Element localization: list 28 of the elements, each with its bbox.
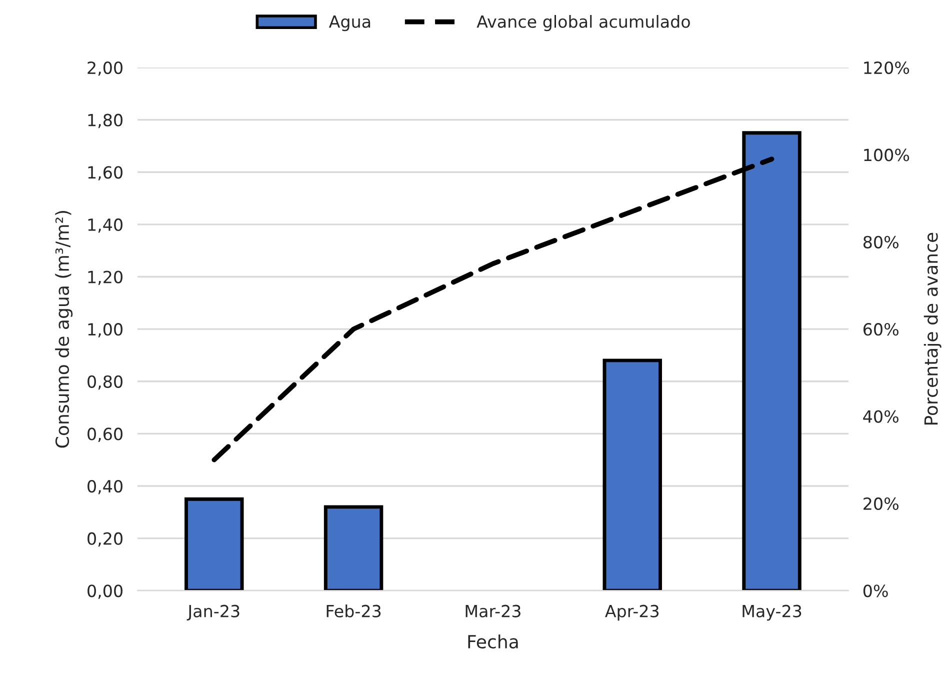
y-tick-label: 0,60 (88, 428, 122, 442)
y2-tick-label: 100% (864, 148, 910, 162)
y-tick-label: 1,20 (88, 270, 122, 286)
x-tick-label: Apr-23 (605, 604, 659, 621)
y-tick-label: 0,00 (88, 584, 122, 599)
x-tick-label: May-23 (742, 604, 802, 621)
y-tick-label: 0,20 (88, 532, 122, 547)
y2-axis-title: Porcentaje de avance (924, 232, 942, 424)
y2-tick-label: 20% (864, 497, 898, 510)
legend-label: Avance global acumulado (476, 15, 690, 32)
y-tick-label: 1,80 (88, 114, 122, 128)
x-tick-label: Mar-23 (466, 604, 520, 618)
y-tick-label: 2,00 (88, 61, 122, 76)
y-tick-label: 1,40 (88, 218, 122, 233)
x-tick-label: Feb-23 (326, 604, 381, 618)
y-tick-label: 1,00 (88, 323, 122, 338)
x-axis-title: Fecha (468, 634, 518, 649)
y-axis-title: Consumo de agua (m³/m²) (55, 211, 73, 448)
y2-tick-label: 60% (864, 323, 898, 336)
y-tick-label: 0,80 (88, 375, 122, 390)
y2-tick-label: 40% (863, 410, 898, 423)
legend-label: Agua (328, 16, 370, 32)
x-tick-label: Jan-23 (186, 604, 240, 621)
y2-tick-label: 0% (863, 584, 888, 598)
y2-tick-label: 80% (863, 236, 898, 248)
y2-tick-label: 120% (864, 61, 910, 74)
y-tick-label: 0,40 (88, 480, 122, 494)
y-tick-label: 1,60 (88, 166, 122, 180)
